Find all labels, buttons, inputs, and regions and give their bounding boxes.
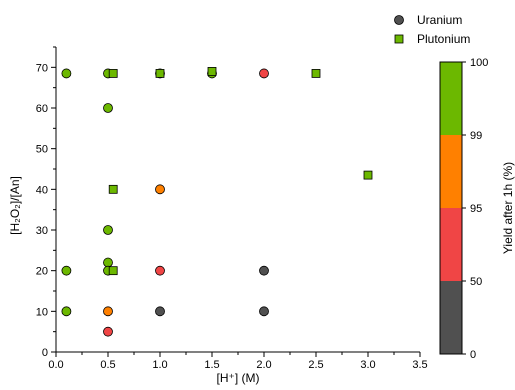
colorbar-tick-label: 50: [470, 276, 482, 288]
x-tick-label: 3.0: [360, 359, 375, 371]
data-point-uranium: [61, 265, 72, 276]
data-point-uranium: [103, 306, 113, 317]
y-tick-label: 50: [36, 144, 48, 156]
data-point-uranium: [103, 103, 113, 113]
x-tick-label: 1.0: [152, 359, 167, 371]
x-tick-label: 0.5: [100, 359, 115, 371]
y-tick-label: 70: [36, 62, 48, 74]
colorbar-segment: [440, 62, 462, 135]
y-tick-label: 10: [36, 306, 48, 318]
data-point-plutonium: [108, 69, 118, 78]
legend-marker-circle: [394, 15, 404, 25]
data-point-uranium: [259, 265, 269, 276]
data-point-uranium: [61, 306, 72, 317]
x-tick-label: 2.0: [256, 359, 271, 371]
data-point-uranium: [103, 257, 113, 268]
data-point-plutonium: [108, 184, 118, 194]
data-point-uranium: [259, 68, 269, 79]
data-point-uranium: [155, 265, 165, 276]
data-point-plutonium: [363, 170, 373, 180]
data-point-uranium: [103, 225, 113, 235]
data-point-uranium: [61, 68, 72, 79]
data-point-plutonium: [207, 67, 217, 76]
data-point-plutonium: [108, 266, 118, 276]
colorbar-tick-label: 100: [470, 57, 488, 69]
colorbar-tick-label: 99: [470, 130, 482, 142]
colorbar-segment: [440, 208, 462, 281]
x-tick-label: 1.5: [204, 359, 219, 371]
colorbar-label: Yield after 1h (%): [501, 162, 515, 254]
data-point-plutonium: [311, 69, 321, 78]
x-tick-label: 3.5: [412, 359, 427, 371]
legend-label: Plutonium: [417, 32, 470, 46]
legend-label: Uranium: [417, 13, 462, 27]
colorbar-segment: [440, 135, 462, 208]
y-tick-label: 0: [42, 347, 48, 359]
x-tick-label: 0.0: [48, 359, 63, 371]
colorbar-tick-label: 95: [470, 203, 482, 215]
legend-marker-square: [394, 34, 404, 44]
data-point-uranium: [259, 306, 269, 317]
colorbar-tick-label: 0: [470, 349, 476, 361]
y-axis-label: [H₂O₂]/[An]: [8, 176, 22, 235]
colorbar-segment: [440, 281, 462, 354]
y-tick-label: 60: [36, 103, 48, 115]
data-point-uranium: [103, 326, 113, 337]
y-tick-label: 20: [36, 266, 48, 278]
data-point-plutonium: [155, 69, 165, 78]
data-point-uranium: [155, 184, 165, 195]
y-tick-label: 30: [36, 225, 48, 237]
data-point-uranium: [155, 306, 165, 317]
x-axis-label: [H⁺] (M): [217, 371, 260, 385]
y-tick-label: 40: [36, 184, 48, 196]
x-tick-label: 2.5: [308, 359, 323, 371]
